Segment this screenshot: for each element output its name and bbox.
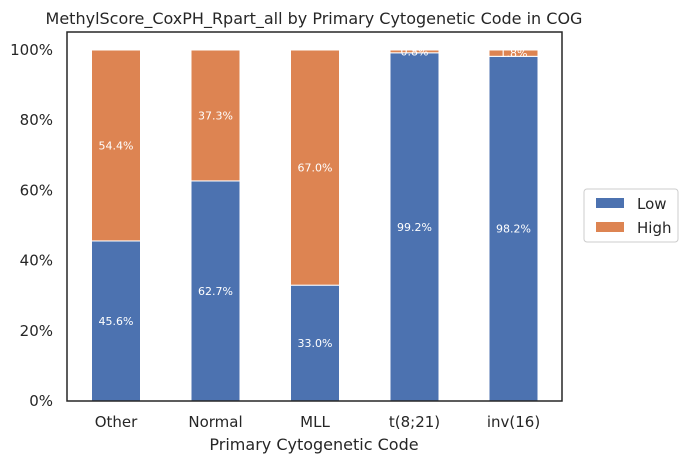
data-label-high-1: 37.3% (198, 109, 233, 122)
data-label-high-3: 0.8% (401, 45, 429, 58)
legend: Low High (583, 188, 679, 243)
x-tick-label: Other (95, 413, 138, 431)
x-tick-label: MLL (300, 413, 330, 431)
legend-swatch-high (596, 222, 624, 232)
data-label-high-4: 1.8% (500, 47, 528, 60)
data-label-low-0: 45.6% (99, 315, 134, 328)
y-tick-label: 0% (29, 392, 53, 410)
data-label-low-4: 98.2% (496, 223, 531, 236)
y-axis-ticks: 0% 20% 40% 60% 80% 100% (10, 41, 53, 410)
x-tick-label: t(8;21) (389, 413, 440, 431)
x-axis-title: Primary Cytogenetic Code (209, 435, 418, 454)
legend-swatch-low (596, 198, 624, 208)
data-label-low-1: 62.7% (198, 285, 233, 298)
x-tick-label: inv(16) (487, 413, 540, 431)
chart-title: MethylScore_CoxPH_Rpart_all by Primary C… (46, 9, 583, 29)
legend-label-high: High (637, 219, 671, 237)
legend-label-low: Low (637, 195, 667, 213)
data-label-high-2: 67.0% (298, 162, 333, 175)
data-label-low-3: 99.2% (397, 221, 432, 234)
data-label-low-2: 33.0% (298, 337, 333, 350)
bar-low-0 (91, 240, 141, 402)
bar-high-0 (91, 49, 141, 242)
bar-high-1 (190, 49, 241, 182)
x-axis-ticks: Other Normal MLL t(8;21) inv(16) (95, 413, 540, 431)
bar-high-4 (488, 49, 539, 57)
data-labels-layer: 45.6% 54.4% 62.7% 37.3% 33.0% 67.0% 99.2% 0.8% 9… (99, 45, 531, 350)
bars-layer (91, 49, 539, 402)
y-tick-label: 80% (20, 111, 53, 129)
y-tick-label: 40% (20, 252, 53, 270)
bar-high-2 (290, 49, 340, 286)
y-tick-label: 20% (20, 322, 53, 340)
plot-frame (66, 31, 563, 402)
y-tick-label: 60% (20, 181, 53, 199)
data-label-high-0: 54.4% (99, 139, 134, 152)
y-tick-label: 100% (10, 41, 53, 59)
bar-low-4 (488, 55, 539, 402)
bar-high-3 (389, 49, 440, 54)
x-tick-label: Normal (188, 413, 242, 431)
